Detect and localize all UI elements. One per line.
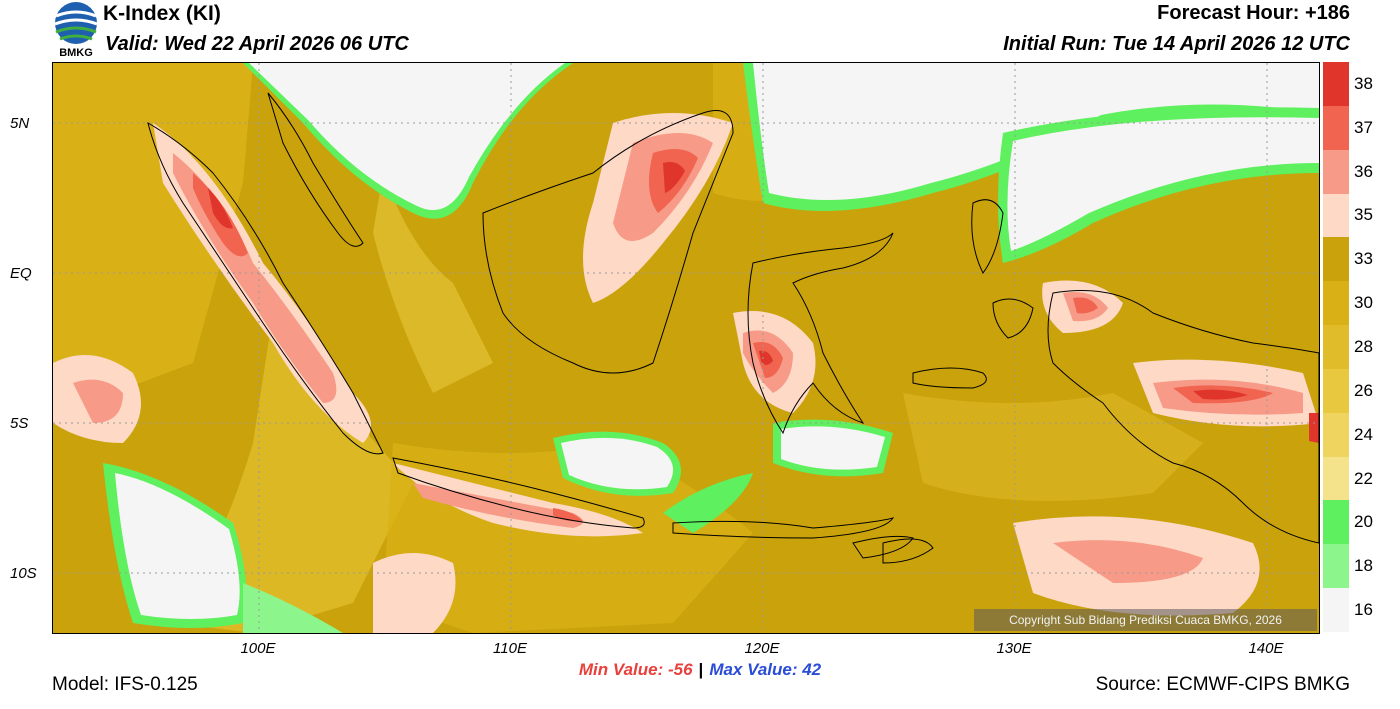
colorbar-label: 37 — [1354, 117, 1373, 137]
colorbar-label: 18 — [1354, 556, 1373, 576]
lat-label-5s: 5S — [10, 415, 29, 432]
colorbar-segment — [1323, 500, 1349, 545]
colorbar-segment — [1323, 412, 1349, 457]
min-max-separator: | — [698, 660, 704, 679]
colorbar-label: 20 — [1354, 512, 1373, 532]
lon-label-130e: 130E — [996, 640, 1032, 657]
copyright-notice: Copyright Sub Bidang Prediksi Cuaca BMKG… — [974, 609, 1317, 631]
logo-text: BMKG — [59, 47, 93, 59]
colorbar-segment — [1323, 149, 1349, 194]
lat-label-5n: 5N — [10, 115, 30, 132]
colorbar-label: 28 — [1354, 337, 1373, 356]
source-label: Source: ECMWF-CIPS BMKG — [1095, 674, 1350, 695]
colorbar-segment — [1323, 544, 1349, 589]
colorbar-segment — [1323, 62, 1349, 106]
colorbar-label: 16 — [1354, 600, 1373, 620]
forecast-hour: Forecast Hour: +186 — [1157, 2, 1350, 24]
lon-label-110e: 110E — [493, 640, 527, 657]
map-canvas — [53, 63, 1319, 633]
colorbar-label: 30 — [1354, 293, 1373, 313]
model-label: Model: IFS-0.125 — [52, 674, 198, 695]
lon-label-140e: 140E — [1248, 640, 1284, 657]
lat-label-eq: EQ — [10, 265, 32, 282]
colorbar-segment — [1323, 193, 1349, 238]
colorbar — [1323, 62, 1349, 632]
colorbar-label: 24 — [1354, 424, 1373, 444]
colorbar-segment — [1323, 105, 1349, 150]
colorbar-label: 22 — [1354, 468, 1373, 488]
chart-title: K-Index (KI) — [103, 2, 221, 25]
bmkg-logo — [54, 2, 98, 44]
colorbar-label: 38 — [1354, 73, 1373, 93]
max-value: Max Value: 42 — [709, 660, 822, 679]
lon-label-100e: 100E — [240, 640, 276, 657]
colorbar-segment — [1323, 325, 1349, 369]
colorbar-segment — [1323, 456, 1349, 501]
colorbar-label: 35 — [1354, 205, 1373, 225]
colorbar-segment — [1323, 281, 1349, 326]
initial-run: Initial Run: Tue 14 April 2026 12 UTC — [1003, 33, 1350, 55]
colorbar-segment — [1323, 368, 1349, 413]
colorbar-label: 36 — [1354, 161, 1373, 181]
colorbar-segment — [1323, 237, 1349, 282]
colorbar-label: 33 — [1354, 249, 1373, 269]
colorbar-segment — [1323, 588, 1349, 632]
colorbar-label: 26 — [1354, 380, 1373, 400]
valid-time: Valid: Wed 22 April 2026 06 UTC — [105, 33, 409, 55]
lon-label-120e: 120E — [744, 640, 780, 657]
min-max-values: Min Value: -56 | Max Value: 42 — [0, 660, 1400, 680]
lat-label-10s: 10S — [10, 565, 37, 582]
min-value: Min Value: -56 — [578, 660, 693, 679]
k-index-map — [52, 62, 1320, 634]
